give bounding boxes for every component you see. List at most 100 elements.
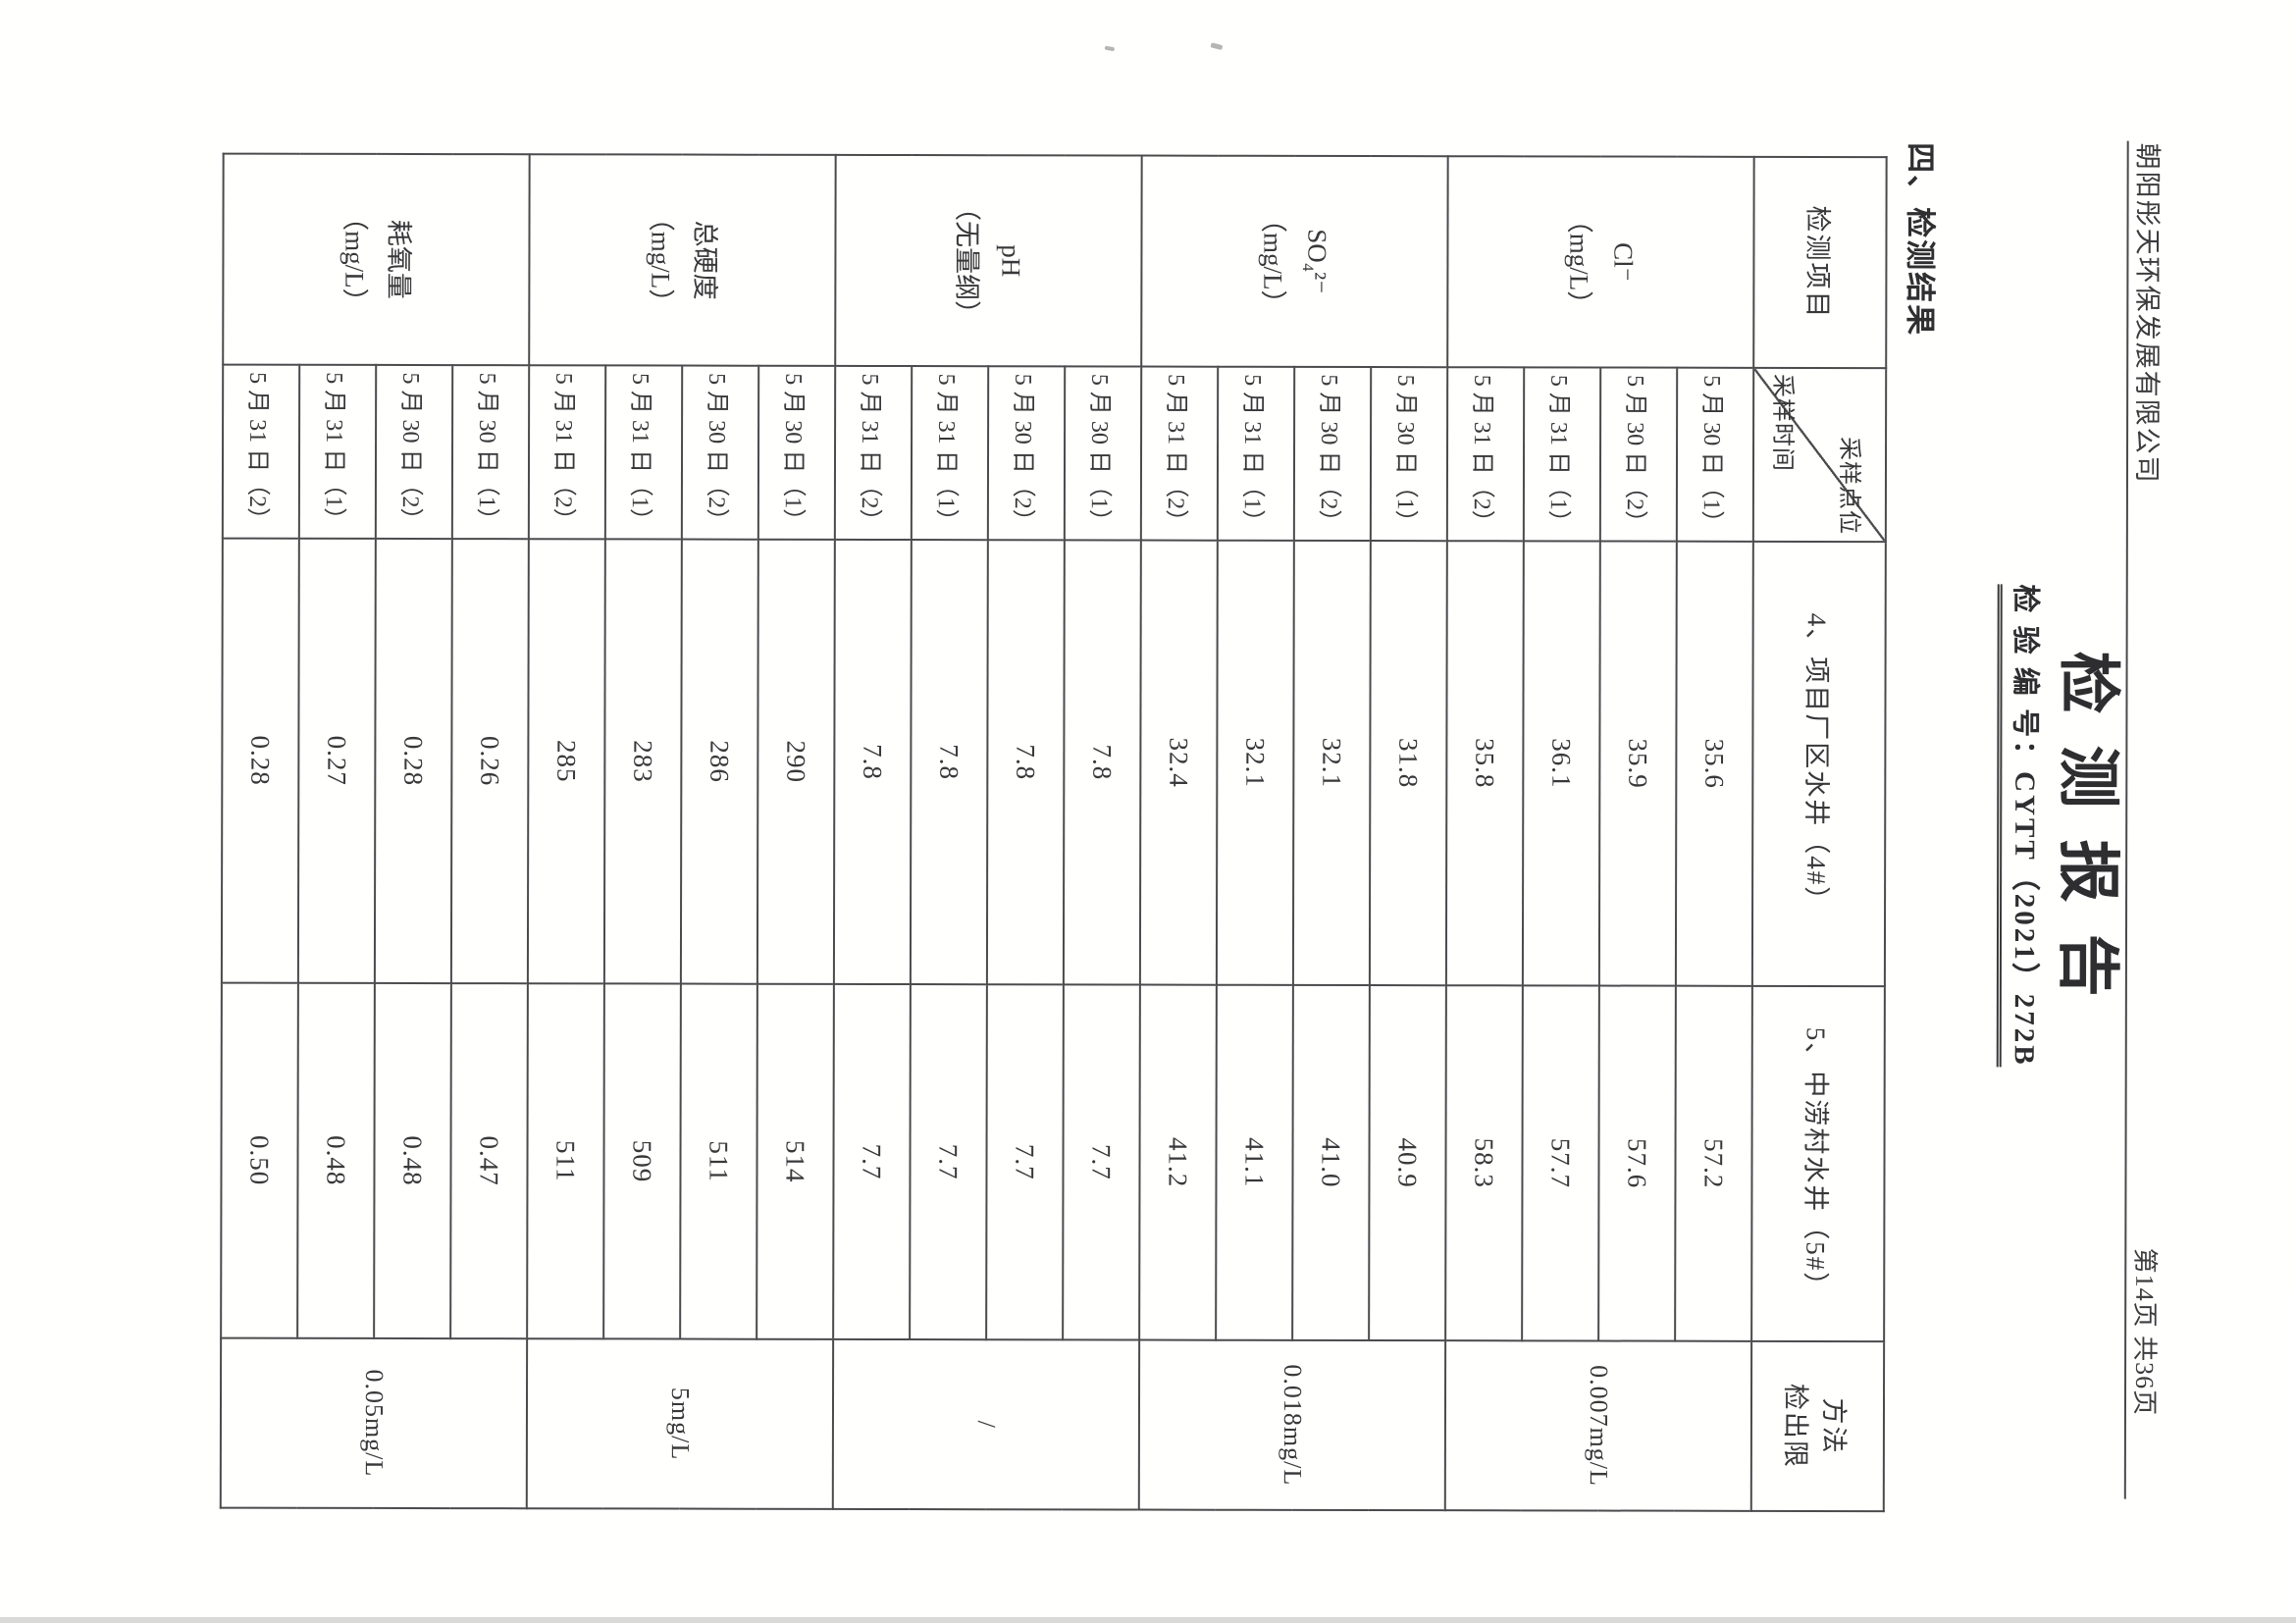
well4-value: 31.8	[1369, 541, 1447, 986]
header-item: 检测项目	[1753, 156, 1887, 369]
well5-value: 7.7	[910, 984, 987, 1340]
limit-cell: 0.05mg/L	[220, 1337, 528, 1509]
date-cell: 5 月 31 日（2）	[1446, 367, 1525, 542]
well4-value: 35.9	[1598, 541, 1677, 986]
well5-value: 514	[757, 983, 834, 1339]
well5-value: 57.6	[1598, 985, 1676, 1341]
table-row: pH （无量纲） 5 月 30 日（1） 7.8 7.7 /	[832, 154, 1142, 1510]
section-title: 四、检测结果	[1903, 142, 1938, 338]
item-name: pH	[995, 244, 1026, 278]
item-name: 总硬度	[689, 220, 720, 300]
item-name: Cl⁻	[1607, 242, 1639, 282]
limit-cell: /	[832, 1338, 1140, 1510]
scan-speck	[1104, 45, 1116, 52]
well4-value: 7.8	[986, 540, 1065, 985]
results-table: 检测项目 采样点位 采样时间 4、项目厂区水井（4#） 5、中涝村水井（5#） …	[220, 153, 1888, 1513]
well4-value: 0.28	[221, 538, 299, 983]
limit-cell: 0.018mg/L	[1138, 1339, 1446, 1511]
well5-value: 41.0	[1292, 984, 1370, 1341]
well5-value: 0.47	[450, 983, 528, 1339]
date-cell: 5 月 30 日（1）	[1064, 366, 1142, 541]
well5-value: 40.9	[1369, 985, 1446, 1341]
header-limit: 方法 检出限	[1750, 1340, 1885, 1512]
well4-value: 7.8	[1063, 540, 1141, 985]
well5-value: 7.7	[1063, 984, 1140, 1340]
date-cell: 5 月 30 日（1）	[451, 365, 530, 540]
well4-value: 286	[680, 539, 758, 984]
date-cell: 5 月 30 日（1）	[1676, 367, 1754, 542]
report-title: 检测报告	[2052, 651, 2123, 1028]
well5-value: 511	[527, 983, 604, 1339]
header-limit-line2: 检出限	[1781, 1383, 1811, 1469]
well5-value: 7.7	[833, 983, 911, 1340]
header-row: 检测项目 采样点位 采样时间 4、项目厂区水井（4#） 5、中涝村水井（5#） …	[1750, 156, 1887, 1512]
date-cell: 5 月 30 日（1）	[1370, 367, 1448, 542]
date-cell: 5 月 31 日（1）	[604, 365, 683, 540]
date-cell: 5 月 31 日（2）	[528, 365, 606, 540]
date-cell: 5 月 30 日（2）	[1599, 367, 1678, 542]
item-cell-hardness: 总硬度 （mg/L）	[529, 154, 836, 366]
well4-value: 7.8	[833, 539, 912, 985]
well4-value: 0.27	[297, 538, 376, 983]
item-name: SO₄²⁻	[1301, 229, 1332, 294]
well5-value: 41.2	[1139, 984, 1217, 1340]
table-row: 总硬度 （mg/L） 5 月 30 日（1） 290 514 5mg/L	[526, 154, 836, 1509]
date-cell: 5 月 30 日（2）	[681, 365, 759, 540]
header-corner-cell: 采样点位 采样时间	[1752, 367, 1887, 543]
scan-speck	[1210, 42, 1224, 51]
well5-value: 57.7	[1522, 985, 1599, 1341]
well4-value: 290	[757, 539, 835, 984]
item-cell-so4: SO₄²⁻ （mg/L）	[1141, 155, 1448, 368]
company-name: 朝阳彤天环保发展有限公司	[2131, 142, 2163, 485]
well5-value: 41.1	[1216, 984, 1293, 1340]
well5-value: 511	[680, 983, 757, 1339]
limit-cell: 5mg/L	[526, 1338, 834, 1509]
limit-cell: 0.007mg/L	[1444, 1340, 1752, 1511]
item-unit: （mg/L）	[1564, 206, 1594, 318]
date-cell: 5 月 31 日（2）	[1140, 366, 1219, 541]
well4-value: 35.8	[1445, 541, 1524, 986]
well4-value: 283	[603, 539, 682, 984]
item-cell-cl: Cl⁻ （mg/L）	[1447, 156, 1754, 368]
date-cell: 5 月 30 日（2）	[987, 366, 1066, 541]
table-row: 耗氧量 （mg/L） 5 月 30 日（1） 0.26 0.47 0.05mg/…	[220, 153, 530, 1509]
well5-value: 7.7	[986, 984, 1064, 1340]
well5-value: 58.3	[1445, 985, 1523, 1341]
well5-value: 0.48	[297, 982, 375, 1338]
table-row: SO₄²⁻ （mg/L） 5 月 30 日（1） 31.8 40.9 0.018…	[1138, 155, 1448, 1511]
item-unit: （无量纲）	[952, 194, 982, 328]
well4-value: 285	[527, 539, 605, 984]
corner-label-point: 采样点位	[1835, 437, 1862, 536]
item-unit: （mg/L）	[646, 204, 676, 316]
item-unit: （mg/L）	[339, 204, 370, 315]
date-cell: 5 月 31 日（1）	[298, 364, 377, 539]
date-cell: 5 月 30 日（2）	[1293, 366, 1372, 542]
well4-value: 32.1	[1216, 540, 1294, 985]
well5-value: 0.48	[374, 982, 451, 1339]
scan-edge-shadow	[0, 1617, 2296, 1623]
page-number: 第14页 共36页	[2129, 1247, 2160, 1417]
well4-value: 32.1	[1292, 540, 1371, 986]
header-well5: 5、中涝村水井（5#）	[1751, 985, 1885, 1342]
item-cell-ph: pH （无量纲）	[835, 154, 1142, 367]
item-cell-oxygen: 耗氧量 （mg/L）	[223, 153, 530, 366]
date-cell: 5 月 30 日（1）	[757, 365, 836, 540]
well5-value: 0.50	[221, 982, 298, 1338]
well4-value: 0.26	[450, 539, 529, 984]
well4-value: 36.1	[1522, 541, 1600, 986]
well4-value: 35.6	[1675, 541, 1753, 986]
date-cell: 5 月 31 日（2）	[222, 364, 300, 539]
item-unit: （mg/L）	[1258, 206, 1288, 317]
well5-value: 57.2	[1675, 985, 1752, 1341]
date-cell: 5 月 31 日（1）	[911, 366, 989, 541]
table-row: Cl⁻ （mg/L） 5 月 30 日（1） 35.6 57.2 0.007mg…	[1444, 156, 1754, 1511]
corner-label-time: 采样时间	[1768, 373, 1796, 472]
date-cell: 5 月 31 日（2）	[834, 365, 913, 541]
well4-value: 32.4	[1139, 540, 1218, 985]
header-well4: 4、项目厂区水井（4#）	[1751, 541, 1886, 987]
well4-value: 7.8	[910, 540, 988, 985]
well4-value: 0.28	[374, 538, 452, 984]
item-name: 耗氧量	[383, 219, 414, 299]
date-cell: 5 月 31 日（1）	[1523, 367, 1601, 542]
